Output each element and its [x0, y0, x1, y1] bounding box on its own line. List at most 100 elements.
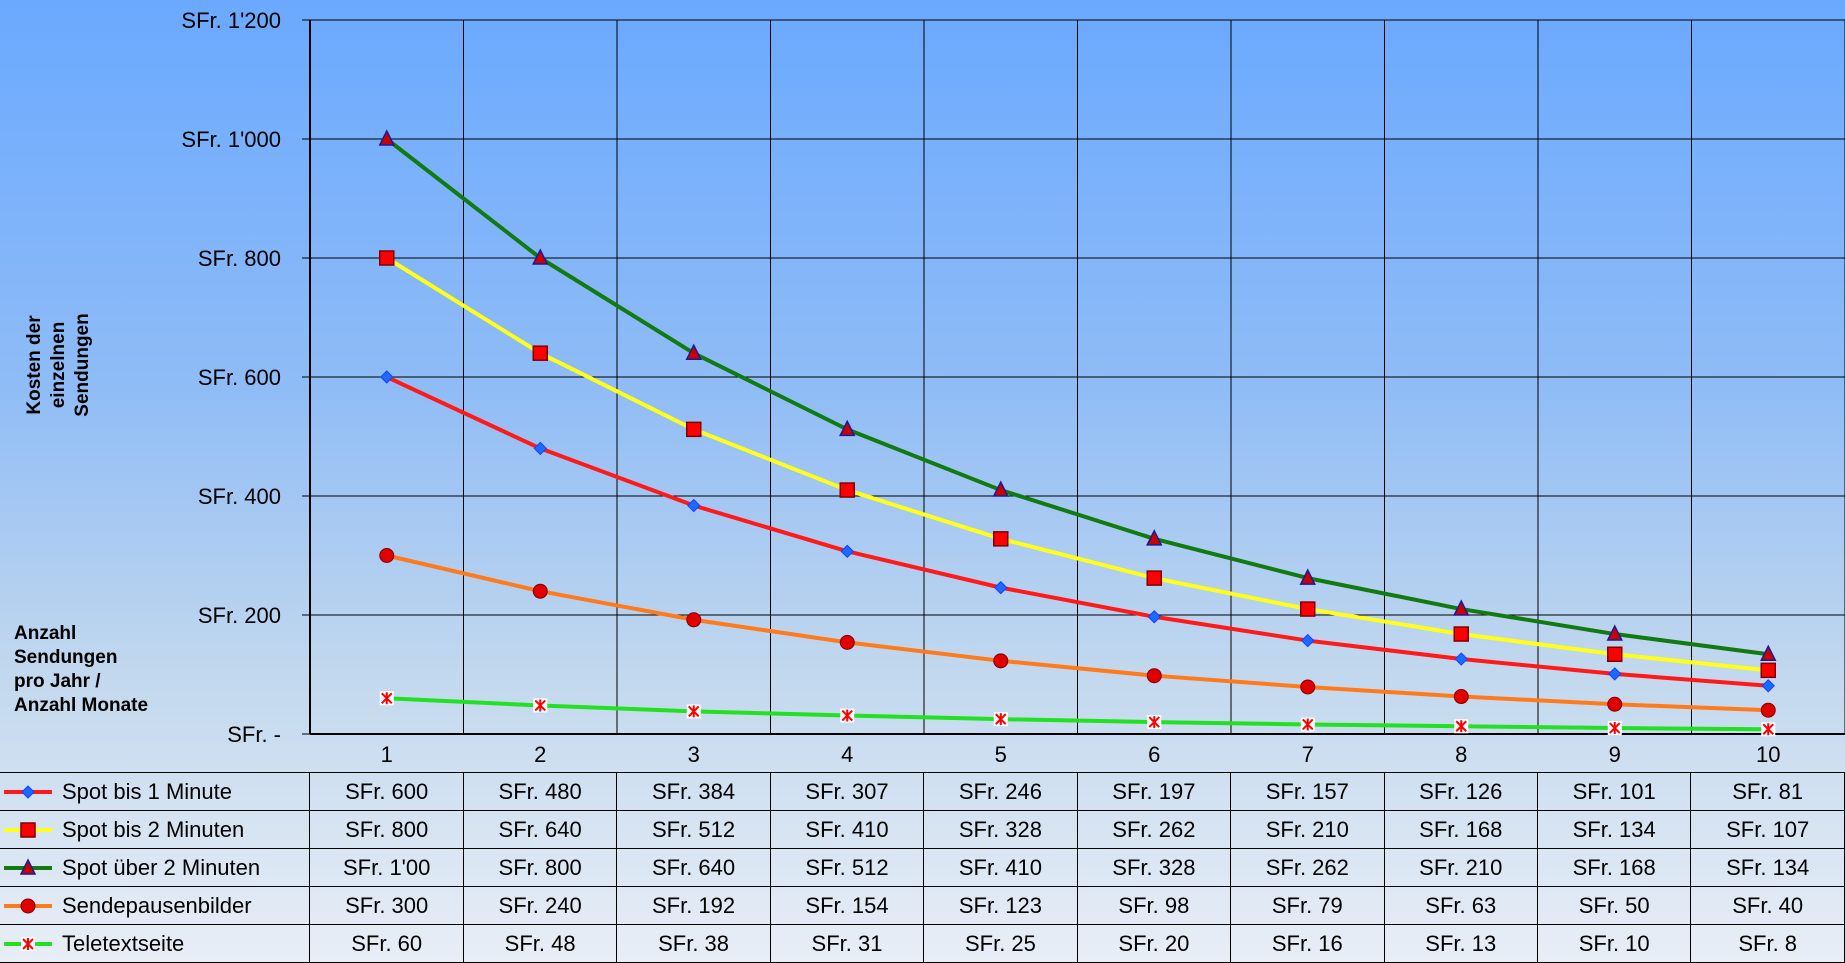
- x-tick-label: 10: [1756, 742, 1780, 767]
- table-row: Teletextseite SFr. 60 SFr. 48 SFr. 38 SFr. 3…: [0, 924, 1845, 963]
- data-point: [687, 498, 701, 513]
- table-cell: SFr. 168: [1536, 848, 1692, 887]
- y-tick-label: SFr. 200: [198, 603, 281, 628]
- data-point: [532, 248, 549, 265]
- data-point: [1146, 529, 1163, 546]
- data-point: [1760, 702, 1776, 718]
- data-point: [532, 345, 548, 361]
- table-cell: SFr. 640: [616, 848, 771, 887]
- legend-label: Sendepausenbilder: [62, 893, 252, 919]
- series-line: [385, 137, 1769, 657]
- data-point-glyph: [688, 705, 700, 718]
- data-point: [1146, 570, 1162, 586]
- data-point: [1606, 624, 1623, 641]
- table-cell: SFr. 107: [1690, 810, 1845, 849]
- legend-cell: Teletextseite: [0, 924, 311, 963]
- x-tick-label: 1: [381, 742, 393, 767]
- data-point: [839, 419, 856, 437]
- table-row: Spot bis 1 Minute SFr. 600 SFr. 480 SFr. 38…: [0, 772, 1845, 811]
- data-point: [840, 544, 854, 559]
- y-tick-label: SFr. 1'000: [181, 127, 281, 152]
- table-cell: SFr. 16: [1230, 924, 1385, 963]
- data-point-glyph: [22, 938, 34, 951]
- data-point-glyph: [381, 692, 393, 705]
- x-tick-label: 6: [1148, 742, 1160, 767]
- data-point-glyph: [1762, 723, 1774, 736]
- series-4: [379, 691, 1776, 737]
- table-row: Sendepausenbilder SFr. 300 SFr. 240 SFr. 19…: [0, 886, 1845, 925]
- table-cell: SFr. 192: [616, 886, 771, 925]
- data-point: [1608, 667, 1622, 681]
- series-line: [385, 256, 1769, 673]
- data-point-glyph: [1148, 716, 1160, 729]
- table-cell: SFr. 210: [1230, 810, 1385, 849]
- data-point: [685, 343, 702, 360]
- table-cell: SFr. 480: [462, 772, 618, 811]
- table-cell: SFr. 60: [309, 924, 464, 963]
- table-cell: SFr. 328: [923, 810, 1078, 849]
- data-point: [1300, 601, 1316, 617]
- table-cell: SFr. 79: [1230, 886, 1385, 925]
- data-point-glyph: [841, 709, 853, 722]
- y-tick-label: SFr. 400: [198, 484, 281, 509]
- data-point: [379, 250, 395, 266]
- table-cell: SFr. 50: [1536, 886, 1692, 925]
- y-tick-label: SFr. 1'200: [181, 8, 281, 33]
- series-2: [378, 129, 1777, 662]
- table-cell: SFr. 13: [1383, 924, 1538, 963]
- table-cell: SFr. 126: [1383, 772, 1538, 811]
- table-cell: SFr. 640: [462, 810, 618, 849]
- data-point: [1607, 696, 1623, 712]
- data-point-glyph: [534, 699, 546, 712]
- y-axis-label-line: Kosten der: [24, 315, 45, 415]
- y-axis-label-line: Sendungen: [72, 313, 93, 416]
- legend-label: Teletextseite: [62, 931, 185, 957]
- table-cell: SFr. 123: [923, 886, 1078, 925]
- data-point: [20, 898, 36, 914]
- table-cell: SFr. 512: [616, 810, 771, 849]
- legend-cell: Spot über 2 Minuten: [0, 848, 311, 887]
- table-cell: SFr. 1'00: [309, 848, 464, 887]
- table-cell: SFr. 38: [616, 924, 771, 963]
- data-point: [378, 129, 395, 146]
- table-row: Spot bis 2 Minuten SFr. 800 SFr. 640 SFr. 5…: [0, 810, 1845, 849]
- table-cell: SFr. 307: [769, 772, 925, 811]
- series-0: [380, 370, 1775, 693]
- data-point: [1453, 626, 1469, 642]
- legend-key: [4, 822, 52, 838]
- legend-cell: Spot bis 1 Minute: [0, 772, 311, 811]
- table-cell: SFr. 410: [923, 848, 1078, 887]
- x-tick-label: 9: [1609, 742, 1621, 767]
- table-cell: SFr. 240: [462, 886, 618, 925]
- legend-label: Spot bis 1 Minute: [62, 779, 232, 805]
- table-cell: SFr. 246: [923, 772, 1078, 811]
- data-point: [1760, 644, 1777, 662]
- table-cell: SFr. 262: [1076, 810, 1232, 849]
- table-cell: SFr. 134: [1536, 810, 1692, 849]
- data-point: [686, 612, 702, 628]
- table-cell: SFr. 63: [1383, 886, 1538, 925]
- legend-key: [4, 785, 52, 799]
- legend-cell: Spot bis 2 Minuten: [0, 810, 311, 849]
- data-point: [993, 531, 1009, 547]
- y-axis-label-line: einzelnen: [48, 322, 69, 409]
- table-cell: SFr. 512: [769, 848, 925, 887]
- y-tick-label: SFr. 600: [198, 365, 281, 390]
- data-point: [1607, 646, 1623, 663]
- x-tick-label: 8: [1455, 742, 1467, 767]
- legend-label: Spot über 2 Minuten: [62, 855, 261, 881]
- table-cell: SFr. 48: [462, 924, 618, 963]
- x-axis-label: Anzahl Sendungen pro Jahr / Anzahl Monat…: [14, 623, 149, 716]
- data-point: [1760, 662, 1776, 679]
- data-point: [1301, 633, 1315, 648]
- table-cell: SFr. 31: [769, 924, 925, 963]
- data-point: [20, 822, 36, 838]
- data-point: [1454, 652, 1468, 666]
- table-cell: SFr. 262: [1230, 848, 1385, 887]
- table-cell: SFr. 101: [1536, 772, 1692, 811]
- y-axis-label: Kosten der einzelnen Sendungen: [24, 313, 93, 416]
- y-tick-label: SFr. 800: [198, 246, 281, 271]
- table-cell: SFr. 40: [1690, 886, 1845, 925]
- table-cell: SFr. 81: [1690, 772, 1845, 811]
- x-tick-label: 4: [841, 742, 853, 767]
